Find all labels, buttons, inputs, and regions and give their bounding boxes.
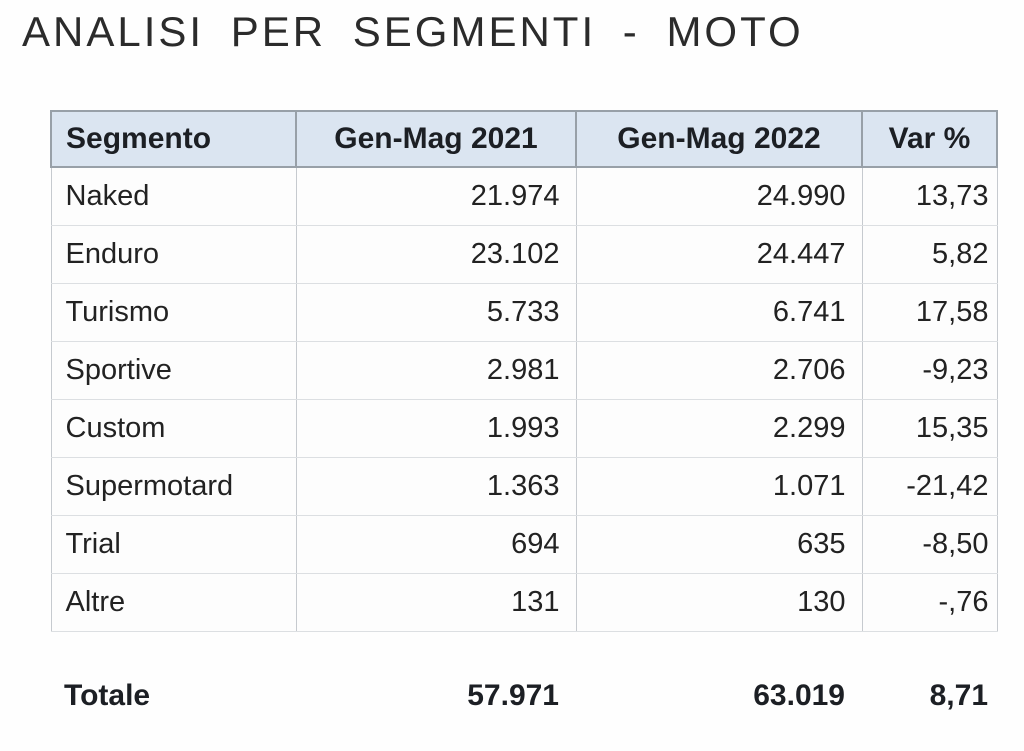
page-title: ANALISI PER SEGMENTI - MOTO	[22, 8, 804, 55]
table-row-enduro: Enduro 23.102 24.447 5,82	[50, 224, 998, 284]
segment-name-cell: Turismo	[50, 282, 297, 342]
var-pct-cell: 5,82	[861, 224, 998, 284]
segment-name-cell: Naked	[50, 166, 297, 226]
value-2021-cell: 2.981	[295, 340, 577, 400]
table-row-sportive: Sportive 2.981 2.706 -9,23	[50, 340, 998, 400]
value-2021-cell: 23.102	[295, 224, 577, 284]
value-2021-cell: 131	[295, 572, 577, 632]
table-row-supermotard: Supermotard 1.363 1.071 -21,42	[50, 456, 998, 516]
var-pct-cell: 13,73	[861, 166, 998, 226]
value-2021-cell: 1.993	[295, 398, 577, 458]
value-2022-cell: 2.706	[575, 340, 863, 400]
table-row-custom: Custom 1.993 2.299 15,35	[50, 398, 998, 458]
column-header-gen-mag-2021: Gen-Mag 2021	[295, 110, 577, 168]
total-var-pct-value: 8,71	[929, 679, 988, 712]
table-row-trial: Trial 694 635 -8,50	[50, 514, 998, 574]
column-header-segmento: Segmento	[50, 110, 297, 168]
total-label: Totale	[64, 679, 151, 712]
value-2022-cell: 24.447	[575, 224, 863, 284]
segments-table: Segmento Gen-Mag 2021 Gen-Mag 2022 Var %…	[50, 110, 998, 632]
var-pct-cell: 17,58	[861, 282, 998, 342]
value-2022-cell: 1.071	[575, 456, 863, 516]
value-2021-cell: 694	[295, 514, 577, 574]
segment-name-cell: Enduro	[50, 224, 297, 284]
table-header-row: Segmento Gen-Mag 2021 Gen-Mag 2022 Var %	[50, 110, 998, 168]
value-2021-cell: 21.974	[295, 166, 577, 226]
value-2022-cell: 6.741	[575, 282, 863, 342]
table-row-turismo: Turismo 5.733 6.741 17,58	[50, 282, 998, 342]
total-row: Totale 57.971 63.019 8,71	[50, 668, 996, 724]
segment-name-cell: Sportive	[50, 340, 297, 400]
total-2022-value: 63.019	[753, 679, 845, 712]
var-pct-cell: -21,42	[861, 456, 998, 516]
segment-name-cell: Custom	[50, 398, 297, 458]
value-2022-cell: 2.299	[575, 398, 863, 458]
value-2022-cell: 130	[575, 572, 863, 632]
var-pct-cell: -,76	[861, 572, 998, 632]
value-2022-cell: 635	[575, 514, 863, 574]
column-header-var-pct: Var %	[861, 110, 998, 168]
value-2022-cell: 24.990	[575, 166, 863, 226]
var-pct-cell: -8,50	[861, 514, 998, 574]
value-2021-cell: 5.733	[295, 282, 577, 342]
var-pct-cell: -9,23	[861, 340, 998, 400]
segment-name-cell: Supermotard	[50, 456, 297, 516]
var-pct-cell: 15,35	[861, 398, 998, 458]
segment-name-cell: Altre	[50, 572, 297, 632]
total-2021-value: 57.971	[467, 679, 559, 712]
value-2021-cell: 1.363	[295, 456, 577, 516]
segment-name-cell: Trial	[50, 514, 297, 574]
table-row-altre: Altre 131 130 -,76	[50, 572, 998, 632]
table-row-naked: Naked 21.974 24.990 13,73	[50, 166, 998, 226]
column-header-gen-mag-2022: Gen-Mag 2022	[575, 110, 863, 168]
